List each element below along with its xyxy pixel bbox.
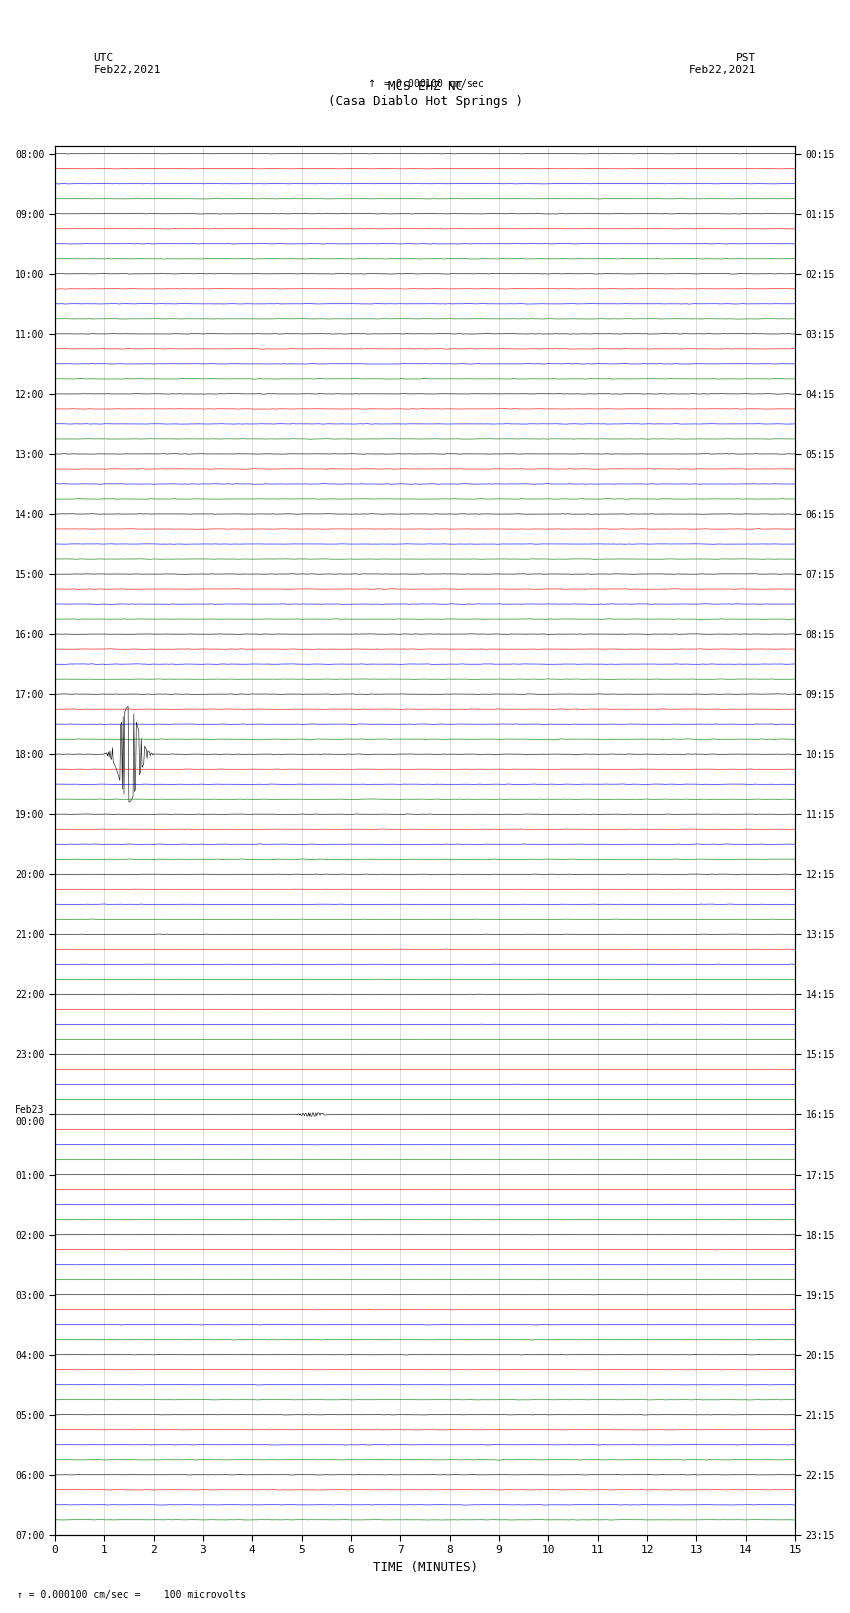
Text: $\uparrow$ = 0.000100 cm/sec: $\uparrow$ = 0.000100 cm/sec [366,77,484,90]
Title: MCS EHZ NC
(Casa Diablo Hot Springs ): MCS EHZ NC (Casa Diablo Hot Springs ) [327,79,523,108]
X-axis label: TIME (MINUTES): TIME (MINUTES) [372,1561,478,1574]
Text: UTC
Feb22,2021: UTC Feb22,2021 [94,53,161,74]
Text: ↑ = 0.000100 cm/sec =    100 microvolts: ↑ = 0.000100 cm/sec = 100 microvolts [17,1590,246,1600]
Text: PST
Feb22,2021: PST Feb22,2021 [689,53,756,74]
